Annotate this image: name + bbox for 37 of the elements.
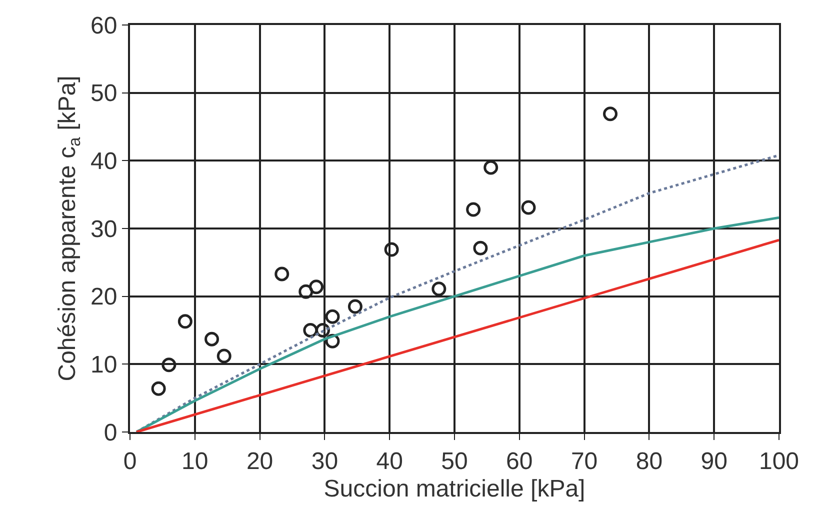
x-axis-title: Succion matricielle [kPa]	[324, 476, 586, 503]
x-tick-label: 70	[570, 448, 598, 475]
point	[216, 348, 232, 364]
y-tick-label: 10	[90, 352, 118, 379]
x-tick-label: 40	[376, 448, 403, 475]
x-tick-label: 0	[123, 448, 137, 475]
point	[432, 282, 446, 296]
point	[603, 106, 618, 122]
y-tick-label: 40	[90, 148, 118, 176]
point	[151, 381, 166, 396]
y-tick-label: 20	[90, 284, 118, 311]
point	[162, 358, 176, 372]
x-tick-label: 50	[441, 448, 468, 475]
x-tick-label: 60	[506, 448, 533, 475]
x-tick-label: 30	[311, 448, 338, 475]
x-tick-label: 10	[182, 448, 208, 475]
point	[466, 202, 481, 217]
point	[384, 242, 399, 257]
y-tick-label: 50	[90, 80, 118, 108]
x-tick-label: 80	[636, 448, 663, 475]
point	[484, 160, 498, 175]
x-tick-label: 90	[700, 448, 728, 475]
point	[309, 280, 324, 294]
point	[178, 314, 192, 329]
point	[473, 240, 488, 256]
y-tick-label: 0	[104, 419, 118, 446]
x-tick-label: 20	[246, 448, 274, 475]
y-tick-label: 60	[90, 12, 118, 40]
point	[303, 323, 318, 338]
point	[521, 200, 536, 215]
point	[325, 309, 340, 324]
point	[298, 284, 314, 299]
point	[348, 299, 362, 314]
y-tick-label: 30	[90, 216, 118, 243]
x-tick-label: 100	[758, 448, 800, 475]
point	[204, 332, 220, 346]
point	[274, 266, 290, 282]
